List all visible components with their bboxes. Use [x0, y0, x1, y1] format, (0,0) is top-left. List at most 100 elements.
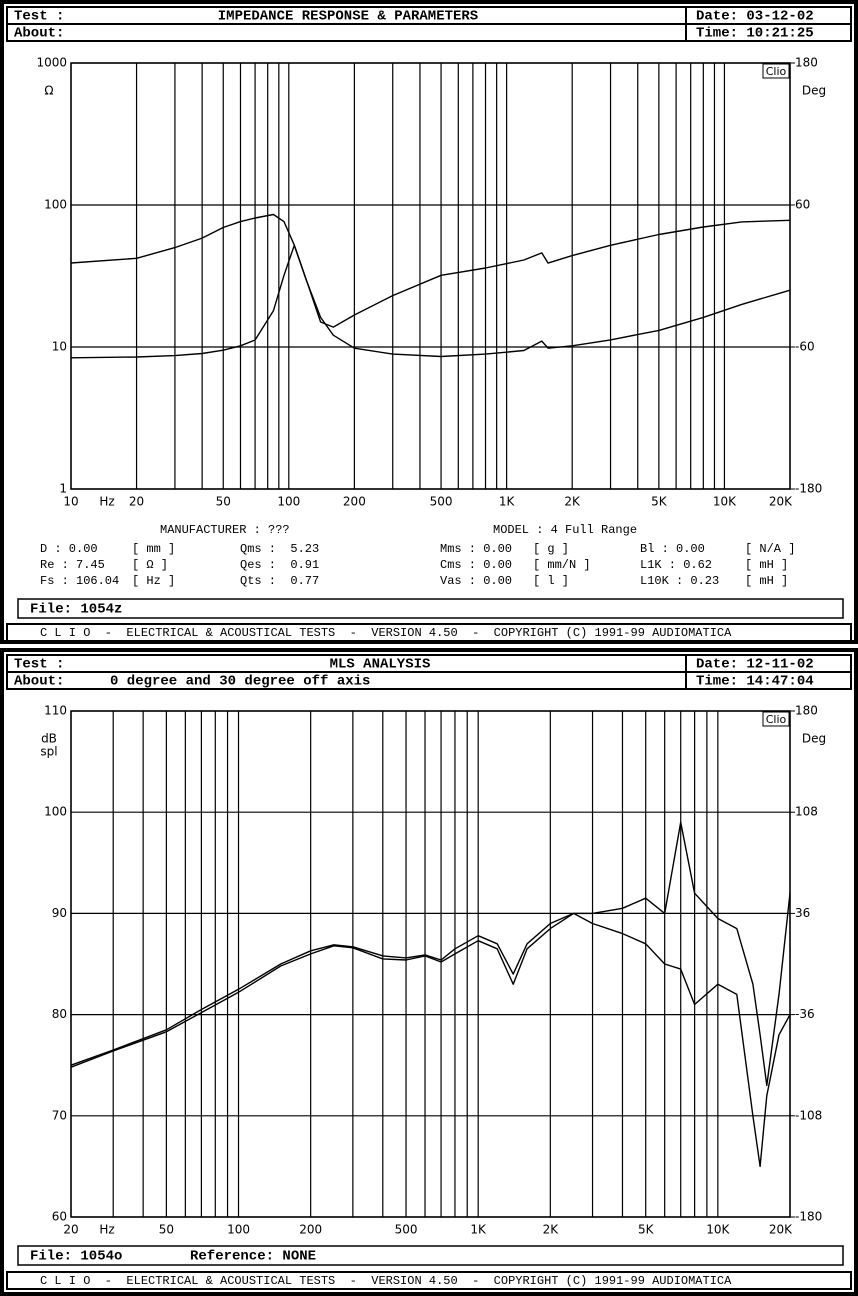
- y2-tick-label: -180: [795, 1210, 822, 1224]
- parameter: Qes : 0.91: [240, 558, 319, 572]
- reference: Reference: NONE: [190, 1249, 316, 1265]
- y2-tick-label: -180: [795, 482, 822, 496]
- y-tick-label: 90: [52, 906, 67, 920]
- y-tick-label: 1000: [36, 56, 67, 70]
- panel-title: MLS ANALYSIS: [330, 657, 431, 673]
- parameter: [ mH ]: [745, 558, 788, 572]
- x-tick-label: 50: [216, 495, 231, 509]
- parameter: Vas : 0.00: [440, 574, 512, 588]
- y-tick-label: 1: [59, 482, 67, 496]
- x-tick-label: 5K: [638, 1223, 655, 1237]
- parameter: Fs : 106.04: [40, 574, 119, 588]
- x-tick-label: 20: [63, 1223, 78, 1237]
- y2-tick-label: 60: [795, 198, 810, 212]
- y2-tick-label: 180: [795, 704, 818, 718]
- test-label: Test :: [14, 657, 64, 673]
- about-label: About:: [14, 674, 64, 690]
- x-tick-label: 1K: [499, 495, 516, 509]
- parameter: [ l ]: [533, 574, 569, 588]
- x-tick-label: 10K: [706, 1223, 730, 1237]
- x-tick-label: 200: [343, 495, 366, 509]
- x-axis-label: Hz: [99, 1223, 114, 1237]
- y-axis-label: Ω: [44, 84, 53, 98]
- y-tick-label: 60: [52, 1210, 67, 1224]
- parameter: [ Hz ]: [132, 574, 175, 588]
- parameter: [ g ]: [533, 542, 569, 556]
- file-name: File: 1054z: [30, 602, 122, 618]
- x-tick-label: 10K: [713, 495, 737, 509]
- y-tick-label: 100: [44, 805, 67, 819]
- y2-tick-label: -108: [795, 1108, 822, 1122]
- y-tick-label: 110: [44, 704, 67, 718]
- y-axis-label: dB: [41, 732, 57, 746]
- y2-axis-label: Deg: [802, 84, 826, 98]
- time: Time: 10:21:25: [696, 26, 814, 42]
- series-line: [70, 213, 791, 358]
- badge-box: [762, 63, 790, 79]
- y2-tick-label: -36: [795, 1007, 815, 1021]
- x-tick-label: 200: [299, 1223, 322, 1237]
- y-tick-label: 10: [52, 340, 67, 354]
- parameter: [ mm ]: [132, 542, 175, 556]
- y-axis-label: spl: [40, 745, 57, 759]
- footer: C L I O - ELECTRICAL & ACOUSTICAL TESTS …: [40, 626, 732, 640]
- parameter: D : 0.00: [40, 542, 98, 556]
- parameter: L1K : 0.62: [640, 558, 712, 572]
- series-line: [70, 821, 791, 1087]
- footer-frame: [6, 1271, 852, 1290]
- series-line: [70, 219, 791, 359]
- footer: C L I O - ELECTRICAL & ACOUSTICAL TESTS …: [40, 1274, 732, 1288]
- date: Date: 12-11-02: [696, 657, 814, 673]
- y2-tick-label: 36: [795, 906, 810, 920]
- x-tick-label: 1K: [470, 1223, 487, 1237]
- x-tick-label: 20K: [769, 1223, 793, 1237]
- x-tick-label: 2K: [543, 1223, 560, 1237]
- parameter: [ mm/N ]: [533, 558, 591, 572]
- parameter: L10K : 0.23: [640, 574, 719, 588]
- parameter: [ mH ]: [745, 574, 788, 588]
- parameter: Cms : 0.00: [440, 558, 512, 572]
- x-tick-label: 20K: [769, 495, 793, 509]
- footer-frame: [6, 623, 852, 642]
- y2-axis-label: Deg: [802, 732, 826, 746]
- file-name: File: 1054o: [30, 1249, 122, 1265]
- series-line: [70, 912, 791, 1168]
- parameter: Qms : 5.23: [240, 542, 319, 556]
- y-tick-label: 100: [44, 198, 67, 212]
- x-tick-label: 50: [159, 1223, 174, 1237]
- parameter: Qts : 0.77: [240, 574, 319, 588]
- plot-frame: [70, 62, 791, 490]
- parameters: D : 0.00 [ mm ] Qms : 5.23 Mms : 0.00 [ g ] B…: [40, 542, 795, 588]
- badge-box: [762, 711, 790, 727]
- x-tick-label: 5K: [651, 495, 668, 509]
- file-box: [17, 1245, 844, 1266]
- time: Time: 14:47:04: [696, 674, 814, 690]
- x-tick-label: 2K: [564, 495, 581, 509]
- parameter: Bl : 0.00: [640, 542, 705, 556]
- manufacturer: MANUFACTURER : ???: [160, 523, 290, 537]
- x-tick-label: 10: [63, 495, 78, 509]
- date: Date: 03-12-02: [696, 9, 814, 25]
- parameter: Mms : 0.00: [440, 542, 512, 556]
- test-label: Test :: [14, 9, 64, 25]
- model: MODEL : 4 Full Range: [493, 523, 637, 537]
- x-axis-label: Hz: [99, 495, 114, 509]
- x-tick-label: 500: [430, 495, 453, 509]
- file-box: [17, 598, 844, 619]
- parameter: Re : 7.45: [40, 558, 105, 572]
- panel-title: IMPEDANCE RESPONSE & PARAMETERS: [218, 9, 478, 25]
- y2-tick-label: 180: [795, 56, 818, 70]
- about: 0 degree and 30 degree off axis: [110, 674, 370, 690]
- about-label: About:: [14, 26, 64, 42]
- parameter: [ N/A ]: [745, 542, 795, 556]
- x-tick-label: 500: [395, 1223, 418, 1237]
- plot-frame: [70, 710, 791, 1218]
- x-tick-label: 20: [129, 495, 144, 509]
- y-tick-label: 80: [52, 1007, 67, 1021]
- x-tick-label: 100: [227, 1223, 250, 1237]
- parameter: [ Ω ]: [132, 558, 168, 572]
- x-tick-label: 100: [277, 495, 300, 509]
- y-tick-label: 70: [52, 1108, 67, 1122]
